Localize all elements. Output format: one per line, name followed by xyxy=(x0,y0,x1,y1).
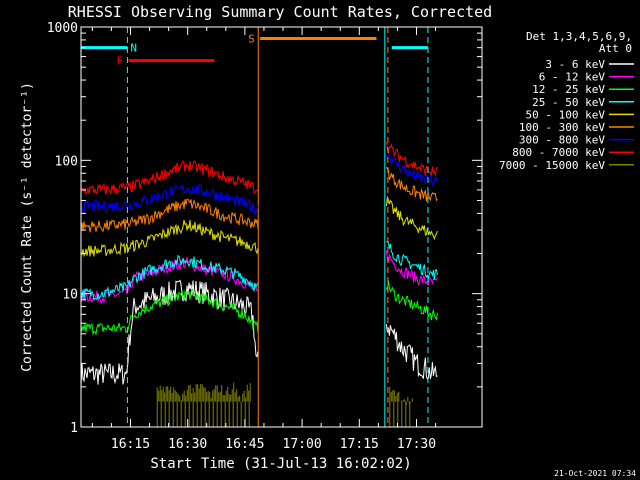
y-tick-label-1: 10 xyxy=(62,288,78,303)
series-6-segment-0 xyxy=(80,183,259,215)
legend-item-8: 7000 - 15000 keV xyxy=(499,159,605,172)
y-tick-label-0: 1 xyxy=(70,421,78,436)
series-7 xyxy=(80,141,438,196)
series-6-segment-1 xyxy=(385,153,438,187)
chart-title: RHESSI Observing Summary Count Rates, Co… xyxy=(68,3,492,21)
series-7-segment-0 xyxy=(80,159,259,196)
series-4-segment-1 xyxy=(385,195,438,241)
series-2 xyxy=(80,280,438,336)
series-4 xyxy=(80,195,438,258)
x-tick-label-2: 16:45 xyxy=(225,437,264,452)
series-5-segment-1 xyxy=(385,166,438,202)
x-tick-label-4: 17:15 xyxy=(340,437,379,452)
series-1-segment-1 xyxy=(385,250,438,286)
series-8 xyxy=(156,382,413,427)
annotation-label-F: F xyxy=(117,55,124,68)
series-6 xyxy=(80,153,438,215)
plot-frame xyxy=(80,26,483,428)
series-0-segment-0 xyxy=(80,279,259,386)
annotation-label-S: S xyxy=(248,32,255,45)
legend-item-2: 12 - 25 keV xyxy=(532,83,605,96)
series-3-segment-1 xyxy=(386,240,438,280)
legend-item-5: 100 - 300 keV xyxy=(519,121,605,134)
x-tick-label-3: 17:00 xyxy=(283,437,322,452)
series-2-segment-0 xyxy=(80,287,259,336)
series-8-segment-1 xyxy=(389,386,413,427)
series-8-segment-0 xyxy=(156,382,251,427)
footer-date: 21-Oct-2021 07:34 xyxy=(554,469,636,478)
legend-item-0: 3 - 6 keV xyxy=(545,58,605,71)
series-1-segment-0 xyxy=(80,255,259,304)
legend-item-4: 50 - 100 keV xyxy=(526,108,606,121)
series-4-segment-0 xyxy=(80,219,259,258)
annotation-label-N: N xyxy=(130,42,137,55)
series-2-segment-1 xyxy=(385,280,438,321)
legend-header-line-1: Det 1,3,4,5,6,9, xyxy=(526,30,632,43)
series-5-segment-0 xyxy=(80,198,259,233)
series-7-segment-1 xyxy=(385,141,438,176)
x-tick-label-1: 16:30 xyxy=(168,437,207,452)
legend-header-line-2: Att 0 xyxy=(599,42,632,55)
series-0-segment-1 xyxy=(385,324,438,380)
series-3-segment-0 xyxy=(80,254,259,302)
y-tick-label-2: 100 xyxy=(55,154,78,169)
legend-item-7: 800 - 7000 keV xyxy=(512,146,605,159)
series-3 xyxy=(80,240,438,302)
series-0 xyxy=(80,279,438,386)
x-tick-label-0: 16:15 xyxy=(111,437,150,452)
series-1 xyxy=(80,250,438,304)
legend-item-1: 6 - 12 keV xyxy=(539,71,606,84)
x-tick-label-5: 17:30 xyxy=(397,437,436,452)
y-axis-label: Corrected Count Rate (s⁻¹ detector⁻¹) xyxy=(20,82,35,372)
legend-item-6: 300 - 800 keV xyxy=(519,134,605,147)
legend-item-3: 25 - 50 keV xyxy=(532,96,605,109)
y-tick-label-3: 1000 xyxy=(47,21,78,36)
series-5 xyxy=(80,166,438,233)
x-axis-label: Start Time (31-Jul-13 16:02:02) xyxy=(150,456,411,472)
